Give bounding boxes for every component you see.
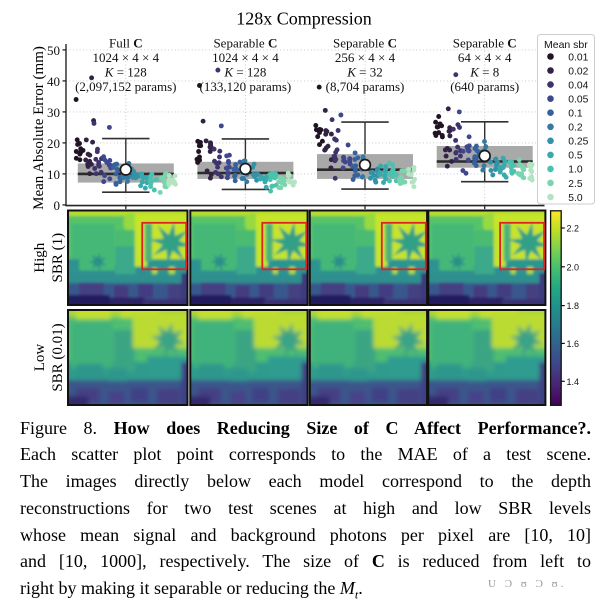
svg-text:0: 0 bbox=[54, 198, 61, 213]
svg-text:256 × 4 × 4: 256 × 4 × 4 bbox=[335, 50, 396, 65]
svg-text:40: 40 bbox=[47, 74, 60, 89]
svg-text:0.02: 0.02 bbox=[568, 66, 588, 77]
svg-text:0.1: 0.1 bbox=[568, 109, 583, 120]
svg-text:SBR (0.01): SBR (0.01) bbox=[50, 323, 66, 391]
svg-text:128x Compression: 128x Compression bbox=[236, 9, 372, 29]
svg-text:2.2: 2.2 bbox=[567, 224, 580, 234]
svg-text:Separable C: Separable C bbox=[453, 36, 517, 51]
svg-text:0.04: 0.04 bbox=[568, 80, 588, 91]
svg-text:20: 20 bbox=[47, 136, 60, 151]
svg-text:(133,120 params): (133,120 params) bbox=[200, 79, 292, 94]
svg-text:K = 128: K = 128 bbox=[104, 65, 147, 80]
svg-text:50: 50 bbox=[47, 43, 60, 58]
svg-text:(640 params): (640 params) bbox=[450, 79, 519, 94]
svg-text:0.5: 0.5 bbox=[568, 151, 583, 162]
svg-text:1.0: 1.0 bbox=[568, 165, 583, 176]
svg-text:64 × 4 × 4: 64 × 4 × 4 bbox=[458, 50, 512, 65]
svg-text:(8,704 params): (8,704 params) bbox=[326, 79, 405, 94]
svg-text:1024 × 4 × 4: 1024 × 4 × 4 bbox=[92, 50, 159, 65]
svg-text:10: 10 bbox=[47, 167, 60, 182]
svg-text:Separable C: Separable C bbox=[333, 36, 397, 51]
svg-text:5.0: 5.0 bbox=[568, 193, 583, 204]
svg-text:2.5: 2.5 bbox=[568, 179, 583, 190]
svg-text:2.0: 2.0 bbox=[567, 262, 580, 272]
svg-text:30: 30 bbox=[47, 105, 60, 120]
svg-text:0.25: 0.25 bbox=[568, 137, 588, 148]
svg-text:1.6: 1.6 bbox=[567, 339, 580, 349]
svg-text:SBR (1): SBR (1) bbox=[50, 233, 66, 283]
svg-text:0.2: 0.2 bbox=[568, 123, 583, 134]
svg-text:K = 128: K = 128 bbox=[223, 65, 266, 80]
svg-text:0.05: 0.05 bbox=[568, 95, 588, 106]
svg-text:K = 8: K = 8 bbox=[469, 65, 499, 80]
svg-text:1.8: 1.8 bbox=[567, 301, 580, 311]
svg-text:1.4: 1.4 bbox=[567, 377, 580, 387]
svg-text:0.01: 0.01 bbox=[568, 52, 588, 63]
svg-text:(2,097,152 params): (2,097,152 params) bbox=[75, 79, 176, 94]
svg-text:1024 × 4 × 4: 1024 × 4 × 4 bbox=[212, 50, 279, 65]
svg-text:Separable C: Separable C bbox=[213, 36, 277, 51]
svg-text:K = 32: K = 32 bbox=[346, 65, 383, 80]
svg-text:Mean sbr: Mean sbr bbox=[544, 39, 588, 51]
svg-text:Full C: Full C bbox=[109, 36, 143, 51]
svg-text:Low: Low bbox=[32, 344, 48, 372]
svg-text:High: High bbox=[32, 242, 48, 273]
svg-text:Mean Absolute Error (mm): Mean Absolute Error (mm) bbox=[31, 46, 47, 210]
